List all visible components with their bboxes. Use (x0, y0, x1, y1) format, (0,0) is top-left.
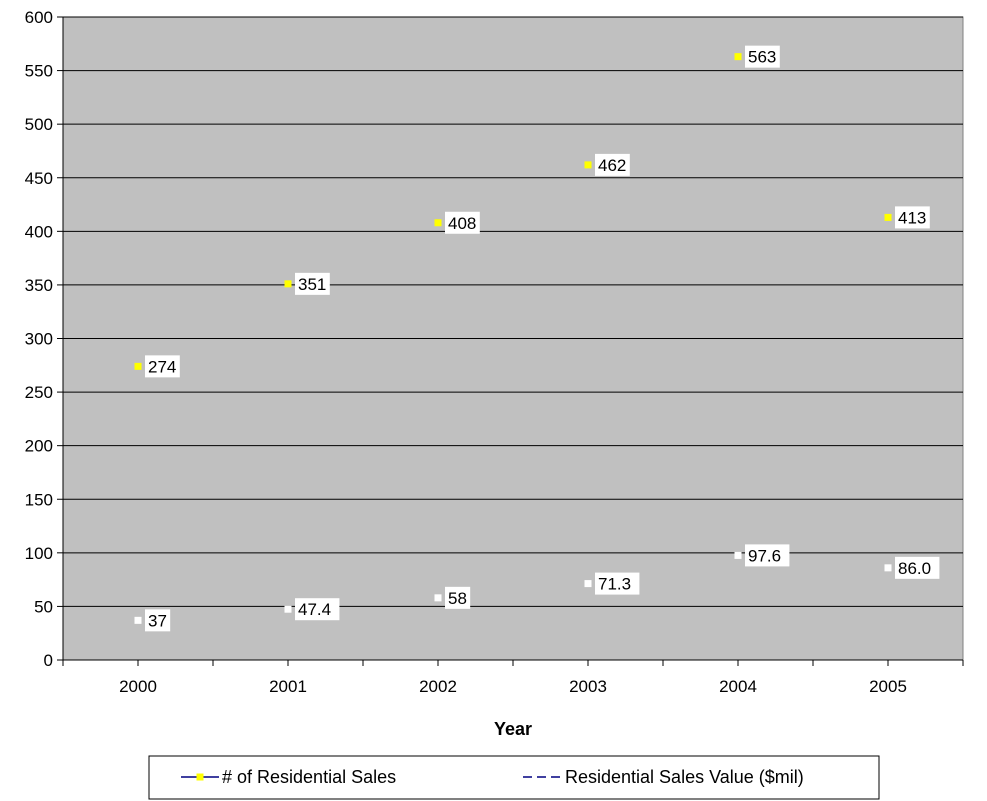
y-tick-label: 50 (34, 597, 53, 616)
legend-box (148, 755, 880, 800)
y-tick-label: 0 (44, 651, 53, 670)
data-label-background (895, 206, 930, 229)
data-label-background (745, 544, 790, 567)
data-point-sales-count (284, 280, 292, 288)
data-label-background (145, 355, 180, 378)
data-point-sales-value (134, 616, 142, 624)
legend-label-sales-value: Residential Sales Value ($mil) (565, 767, 804, 787)
y-tick-label: 250 (25, 383, 53, 402)
y-tick-label: 200 (25, 437, 53, 456)
data-label-background (595, 572, 640, 595)
data-label: 351 (298, 275, 326, 294)
data-label-background (595, 153, 630, 176)
y-tick-label: 450 (25, 169, 53, 188)
data-label-background (445, 586, 471, 609)
y-tick-label: 150 (25, 490, 53, 509)
data-label-background (745, 45, 780, 68)
y-tick-label: 600 (25, 8, 53, 27)
y-tick-label: 100 (25, 544, 53, 563)
data-label: 86.0 (898, 559, 931, 578)
y-tick-label: 300 (25, 330, 53, 349)
data-point-sales-count (734, 53, 742, 61)
data-label-background (145, 609, 171, 632)
data-label: 563 (748, 48, 776, 67)
y-tick-label: 500 (25, 115, 53, 134)
legend: # of Residential Sales Residential Sales … (148, 755, 880, 800)
data-label: 71.3 (598, 575, 631, 594)
data-label: 37 (148, 611, 167, 630)
data-label-background (445, 211, 480, 234)
data-label: 47.4 (298, 600, 331, 619)
legend-label-sales-count: # of Residential Sales (222, 767, 396, 787)
data-point-sales-count (884, 213, 892, 221)
data-label: 413 (898, 208, 926, 227)
data-label-background (895, 556, 940, 579)
data-label: 462 (598, 156, 626, 175)
x-tick-label: 2003 (569, 677, 607, 696)
data-label: 274 (148, 357, 176, 376)
y-tick-label: 400 (25, 222, 53, 241)
data-point-sales-count (584, 161, 592, 169)
x-tick-label: 2004 (719, 677, 757, 696)
data-point-sales-count (134, 362, 142, 370)
y-axis-ticks: 0 50 100 150 200 250 300 350 400 450 500 550 600 (25, 8, 63, 670)
data-label: 408 (448, 214, 476, 233)
data-point-sales-count (434, 219, 442, 227)
data-label: 97.6 (748, 546, 781, 565)
data-label-background (295, 272, 330, 295)
x-tick-label: 2001 (269, 677, 307, 696)
data-label-background (295, 598, 340, 621)
data-point-sales-value (284, 605, 292, 613)
data-point-sales-value (734, 551, 742, 559)
data-label: 58 (448, 589, 467, 608)
data-point-sales-value (884, 564, 892, 572)
data-point-sales-value (584, 580, 592, 588)
x-tick-label: 2005 (869, 677, 907, 696)
x-tick-label: 2002 (419, 677, 457, 696)
legend-marker-sales-count (196, 773, 204, 781)
y-tick-label: 550 (25, 62, 53, 81)
gridlines (63, 16, 963, 607)
y-tick-label: 350 (25, 276, 53, 295)
data-point-sales-value (434, 594, 442, 602)
x-axis-ticks: 2000 2001 2002 2003 2004 2005 (62, 660, 964, 696)
x-axis-title: Year (494, 719, 532, 739)
data-marks: 274 351 408 462 563 413 37 47.4 58 71.3 97.6 86.0 (134, 45, 940, 632)
x-tick-label: 2000 (119, 677, 157, 696)
